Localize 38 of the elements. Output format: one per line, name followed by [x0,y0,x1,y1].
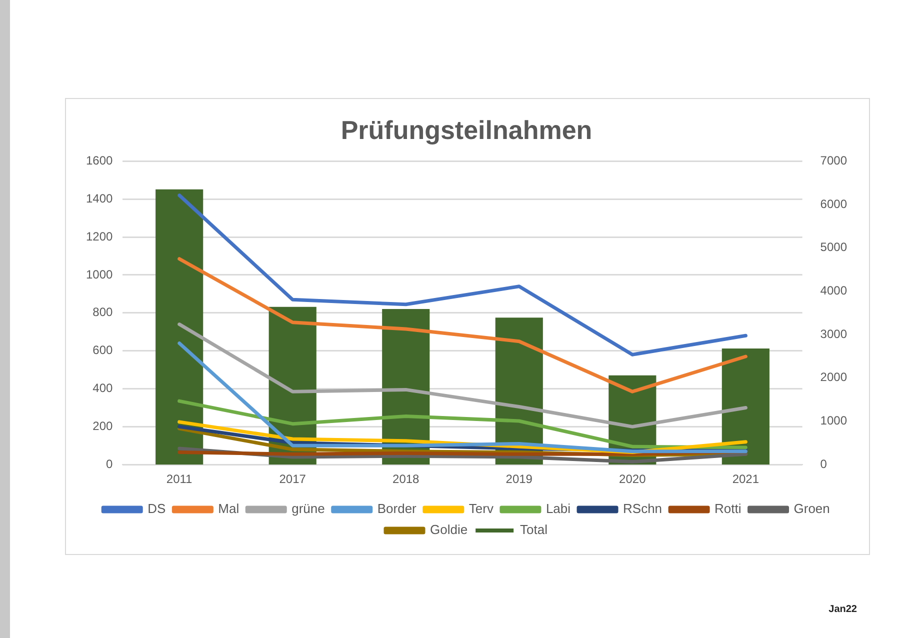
bar [156,189,204,465]
legend-label: Groen [794,501,830,516]
legend-label: Terv [468,501,494,516]
legend-label: Mal [218,501,240,516]
legend-label: Rotti [714,501,742,516]
legend-label: RSchn [623,501,662,516]
y-tick-label: 800 [92,305,114,320]
legend-label: DS [148,501,166,516]
y2-tick-label: 0 [820,456,828,471]
y2-tick-label: 6000 [820,196,848,211]
y2-tick-label: 7000 [820,154,848,168]
y-tick-label: 0 [106,456,114,471]
legend-label: grüne [292,501,325,516]
legend-label: Labi [546,501,571,516]
text: Jan22 [828,604,857,615]
y2-tick-label: 4000 [820,284,848,298]
y-tick-label: 1600 [86,154,114,168]
legend-label: Goldie [430,522,468,538]
legend-label: Border [377,501,418,516]
y-tick-label: 1000 [86,267,114,282]
x-tick-label: 2011 [166,472,193,486]
x-tick-label: 2020 [619,472,646,486]
x-tick-label: 2018 [392,472,420,486]
y2-tick-label: 5000 [820,240,848,254]
y2-tick-label: 2000 [820,370,848,384]
y-tick-label: 600 [92,343,114,358]
x-tick-label: 2021 [732,472,760,486]
y2-tick-label: 3000 [820,326,848,341]
y-tick-label: 1400 [86,191,114,206]
y-tick-label: 200 [92,418,114,433]
chart-title: Prüfungsteilnahmen [340,114,592,145]
x-tick-label: 2017 [279,472,306,486]
y2-tick-label: 1000 [820,414,848,428]
y-tick-label: 1200 [86,229,114,244]
y-tick-label: 400 [92,381,114,396]
x-tick-label: 2019 [506,472,533,486]
legend-label: Total [520,522,548,538]
bar [722,348,770,465]
